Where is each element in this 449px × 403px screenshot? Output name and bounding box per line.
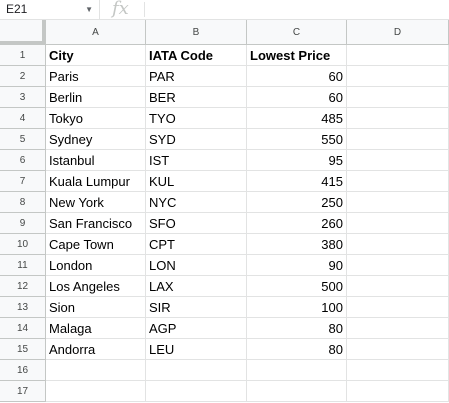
column-header-d[interactable]: D [347,20,449,45]
table-cell[interactable]: Cape Town [46,234,146,255]
formula-bar: E21 ▼ fx [0,0,449,20]
column-header-c[interactable]: C [247,20,347,45]
table-cell[interactable]: Kuala Lumpur [46,171,146,192]
table-cell[interactable]: 100 [247,297,347,318]
table-cell[interactable]: New York [46,192,146,213]
row-header[interactable]: 2 [0,66,46,87]
row-header[interactable]: 6 [0,150,46,171]
empty-cell[interactable] [347,150,449,171]
row-header[interactable]: 11 [0,255,46,276]
empty-cell[interactable] [146,360,247,381]
table-cell[interactable]: 485 [247,108,347,129]
table-cell[interactable]: CPT [146,234,247,255]
table-cell[interactable]: IST [146,150,247,171]
row-header[interactable]: 15 [0,339,46,360]
table-cell[interactable]: LEU [146,339,247,360]
header-cell[interactable]: IATA Code [146,45,247,66]
column-header-a[interactable]: A [46,20,146,45]
table-cell[interactable]: SYD [146,129,247,150]
row-header[interactable]: 7 [0,171,46,192]
row-header[interactable]: 4 [0,108,46,129]
table-cell[interactable]: London [46,255,146,276]
table-cell[interactable]: SIR [146,297,247,318]
row-header[interactable]: 3 [0,87,46,108]
table-cell[interactable]: San Francisco [46,213,146,234]
empty-cell[interactable] [347,192,449,213]
empty-cell[interactable] [347,381,449,402]
name-box-value: E21 [6,2,28,16]
table-cell[interactable]: 380 [247,234,347,255]
column-header-b[interactable]: B [146,20,247,45]
table-cell[interactable]: AGP [146,318,247,339]
empty-cell[interactable] [347,108,449,129]
empty-cell[interactable] [347,129,449,150]
table-cell[interactable]: 550 [247,129,347,150]
empty-cell[interactable] [347,339,449,360]
empty-cell[interactable] [46,381,146,402]
select-all-corner[interactable] [0,20,46,45]
table-cell[interactable]: 500 [247,276,347,297]
empty-cell[interactable] [347,297,449,318]
table-cell[interactable]: Sion [46,297,146,318]
empty-cell[interactable] [347,66,449,87]
name-box[interactable]: E21 ▼ [0,0,100,19]
empty-cell[interactable] [247,381,347,402]
table-cell[interactable]: 260 [247,213,347,234]
row-header[interactable]: 5 [0,129,46,150]
empty-cell[interactable] [347,213,449,234]
table-cell[interactable]: 60 [247,87,347,108]
table-cell[interactable]: KUL [146,171,247,192]
empty-cell[interactable] [347,87,449,108]
row-header[interactable]: 8 [0,192,46,213]
table-cell[interactable]: 80 [247,318,347,339]
table-cell[interactable]: 415 [247,171,347,192]
table-cell[interactable]: Andorra [46,339,146,360]
table-cell[interactable]: 80 [247,339,347,360]
row-header[interactable]: 10 [0,234,46,255]
table-cell[interactable]: BER [146,87,247,108]
table-cell[interactable]: 95 [247,150,347,171]
fx-icon: fx [112,0,129,19]
table-cell[interactable]: Paris [46,66,146,87]
empty-cell[interactable] [347,171,449,192]
table-cell[interactable]: Malaga [46,318,146,339]
empty-cell[interactable] [347,234,449,255]
table-cell[interactable]: NYC [146,192,247,213]
table-cell[interactable]: 60 [247,66,347,87]
table-cell[interactable]: LAX [146,276,247,297]
empty-cell[interactable] [347,360,449,381]
table-cell[interactable]: Istanbul [46,150,146,171]
row-header[interactable]: 12 [0,276,46,297]
row-header[interactable]: 17 [0,381,46,402]
chevron-down-icon[interactable]: ▼ [85,5,93,14]
table-cell[interactable]: Tokyo [46,108,146,129]
row-header[interactable]: 9 [0,213,46,234]
table-cell[interactable]: Sydney [46,129,146,150]
empty-cell[interactable] [347,276,449,297]
empty-cell[interactable] [347,255,449,276]
empty-cell[interactable] [247,360,347,381]
header-cell[interactable]: Lowest Price [247,45,347,66]
header-cell[interactable]: City [46,45,146,66]
formula-separator [144,2,145,17]
empty-cell[interactable] [146,381,247,402]
empty-cell[interactable] [347,45,449,66]
table-cell[interactable]: 90 [247,255,347,276]
empty-cell[interactable] [347,318,449,339]
row-header[interactable]: 1 [0,45,46,66]
formula-input[interactable] [150,0,445,19]
table-cell[interactable]: 250 [247,192,347,213]
table-cell[interactable]: TYO [146,108,247,129]
row-header[interactable]: 14 [0,318,46,339]
table-cell[interactable]: PAR [146,66,247,87]
table-cell[interactable]: Los Angeles [46,276,146,297]
row-header[interactable]: 13 [0,297,46,318]
row-header[interactable]: 16 [0,360,46,381]
table-cell[interactable]: Berlin [46,87,146,108]
table-cell[interactable]: SFO [146,213,247,234]
empty-cell[interactable] [46,360,146,381]
table-cell[interactable]: LON [146,255,247,276]
